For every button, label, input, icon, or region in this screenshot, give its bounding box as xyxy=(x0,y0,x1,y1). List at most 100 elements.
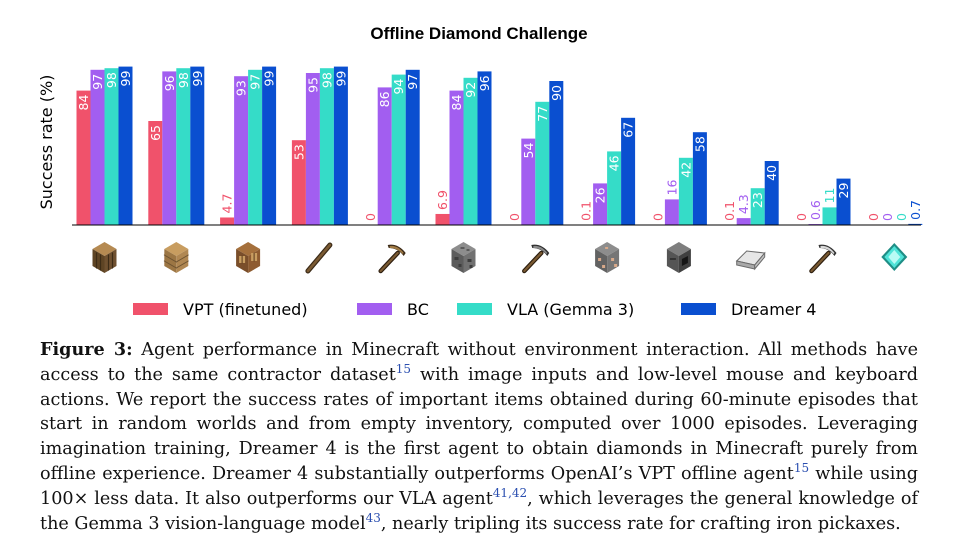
stick-icon xyxy=(305,242,333,274)
value-label-vpt-finetuned-stick: 53 xyxy=(291,144,306,160)
bar-dreamer-4-stone-pickaxe xyxy=(549,81,564,225)
bar-bc-cobblestone xyxy=(449,90,464,225)
bar-dreamer-4-crafting-table xyxy=(262,66,277,225)
figure-caption: Figure 3: Agent performance in Minecraft… xyxy=(40,338,918,536)
value-label-vpt-finetuned-cobblestone: 6.9 xyxy=(435,190,450,210)
bar-dreamer-4-iron-ore xyxy=(621,117,636,225)
bar-vla-gemma-3-furnace xyxy=(678,157,693,225)
value-label-vpt-finetuned-stone-pickaxe: 0 xyxy=(507,213,522,221)
bar-bc-wooden-pickaxe xyxy=(377,87,392,226)
legend: VPT (finetuned) BC VLA (Gemma 3) Dreamer 4 xyxy=(133,300,816,319)
legend-swatch-dreamer-4 xyxy=(681,303,716,315)
value-label-bc-wooden-pickaxe: 86 xyxy=(377,91,392,107)
bar-vla-gemma-3-stone-pickaxe xyxy=(535,101,550,225)
value-label-bc-iron-ingot: 4.3 xyxy=(736,194,751,214)
planks-icon xyxy=(163,242,189,273)
value-label-vpt-finetuned-iron-ingot: 0.1 xyxy=(722,201,737,221)
value-label-bc-crafting-table: 93 xyxy=(234,80,249,96)
bar-vla-gemma-3-crafting-table xyxy=(248,69,263,225)
legend-label-vla-gemma-3: VLA (Gemma 3) xyxy=(507,300,634,319)
log-icon xyxy=(92,242,117,273)
value-label-vla-gemma-3-iron-ingot: 23 xyxy=(750,192,765,208)
value-label-bc-stick: 95 xyxy=(305,77,320,93)
legend-label-vpt-finetuned: VPT (finetuned) xyxy=(183,300,308,319)
value-label-vla-gemma-3-log: 98 xyxy=(104,72,119,88)
furnace-icon xyxy=(666,242,691,273)
bar-dreamer-4-diamond xyxy=(908,223,923,225)
bar-dreamer-4-cobblestone xyxy=(477,71,492,226)
value-label-vpt-finetuned-iron-pickaxe: 0 xyxy=(794,213,809,221)
value-label-bc-planks: 96 xyxy=(162,75,177,91)
value-label-vla-gemma-3-cobblestone: 92 xyxy=(463,82,478,98)
bar-vpt-finetuned-crafting-table xyxy=(220,217,235,225)
caption-text-5: , nearly tripling its success rate for c… xyxy=(380,513,901,534)
value-label-vpt-finetuned-planks: 65 xyxy=(148,125,163,141)
bar-bc-furnace xyxy=(664,199,679,225)
stone-pickaxe-icon xyxy=(522,244,550,274)
bar-dreamer-4-log xyxy=(118,66,133,225)
category-icons xyxy=(92,242,908,274)
caption-ref-3[interactable]: 41,42 xyxy=(492,485,528,500)
legend-swatch-bc xyxy=(357,303,392,315)
caption-text-2: with image inputs and low-level mouse an… xyxy=(40,364,918,484)
value-label-vla-gemma-3-stick: 98 xyxy=(319,72,334,88)
value-label-vla-gemma-3-crafting-table: 97 xyxy=(248,74,263,90)
bar-vla-gemma-3-wooden-pickaxe xyxy=(391,74,406,225)
bar-vla-gemma-3-iron-ingot xyxy=(750,188,765,225)
value-label-vpt-finetuned-diamond: 0 xyxy=(866,213,881,221)
legend-label-dreamer-4: Dreamer 4 xyxy=(731,300,816,319)
caption-ref-2[interactable]: 15 xyxy=(793,461,810,476)
value-label-bc-furnace: 16 xyxy=(664,179,679,195)
value-label-vpt-finetuned-log: 84 xyxy=(76,95,91,111)
value-label-vpt-finetuned-wooden-pickaxe: 0 xyxy=(363,213,378,221)
bar-vpt-finetuned-stick xyxy=(291,140,306,225)
value-label-dreamer-4-furnace: 58 xyxy=(692,136,707,152)
value-label-bc-stone-pickaxe: 54 xyxy=(521,143,536,159)
value-label-dreamer-4-iron-ingot: 40 xyxy=(764,165,779,181)
bar-bc-crafting-table xyxy=(234,76,249,225)
diamond-icon xyxy=(881,243,908,271)
caption-ref-1[interactable]: 15 xyxy=(395,361,412,376)
caption-text-3: while using 100× less data. It also outp… xyxy=(40,463,918,509)
bar-vla-gemma-3-iron-ore xyxy=(607,151,622,225)
bar-vpt-finetuned-planks xyxy=(148,121,163,225)
value-label-vpt-finetuned-iron-ore: 0.1 xyxy=(579,201,594,221)
bar-dreamer-4-furnace xyxy=(692,132,707,225)
value-label-vla-gemma-3-stone-pickaxe: 77 xyxy=(535,106,550,122)
value-label-vla-gemma-3-iron-pickaxe: 11 xyxy=(822,187,837,203)
bar-vla-gemma-3-log xyxy=(104,68,119,225)
value-label-dreamer-4-cobblestone: 96 xyxy=(477,75,492,91)
value-label-dreamer-4-diamond: 0.7 xyxy=(908,200,923,220)
bar-bc-iron-ore xyxy=(593,183,608,225)
value-label-vpt-finetuned-crafting-table: 4.7 xyxy=(220,194,235,214)
value-label-dreamer-4-iron-pickaxe: 29 xyxy=(836,183,851,199)
value-label-dreamer-4-planks: 99 xyxy=(190,71,205,87)
value-label-vla-gemma-3-diamond: 0 xyxy=(894,213,909,221)
bar-vla-gemma-3-iron-pickaxe xyxy=(822,207,837,225)
iron-ingot-icon xyxy=(735,250,766,271)
caption-label: Figure 3: xyxy=(40,339,133,360)
y-axis-label: Success rate (%) xyxy=(37,75,56,210)
bar-vla-gemma-3-stick xyxy=(319,68,334,225)
bar-dreamer-4-planks xyxy=(190,66,205,225)
value-label-bc-diamond: 0 xyxy=(880,213,895,221)
bar-vpt-finetuned-log xyxy=(76,90,91,225)
bar-dreamer-4-iron-ingot xyxy=(764,161,779,225)
legend-swatch-vpt-finetuned xyxy=(133,303,168,315)
bar-dreamer-4-wooden-pickaxe xyxy=(405,69,420,225)
crafting-table-icon xyxy=(236,242,261,273)
value-label-dreamer-4-stone-pickaxe: 90 xyxy=(549,85,564,101)
caption-ref-4[interactable]: 43 xyxy=(365,510,381,525)
value-label-vpt-finetuned-furnace: 0 xyxy=(650,213,665,221)
iron-pickaxe-icon xyxy=(809,244,837,274)
bar-bc-stick xyxy=(305,73,320,225)
value-label-vla-gemma-3-wooden-pickaxe: 94 xyxy=(391,79,406,95)
chart-title: Offline Diamond Challenge xyxy=(370,24,587,43)
value-label-vla-gemma-3-planks: 98 xyxy=(176,72,191,88)
cobblestone-icon xyxy=(451,242,476,273)
bar-bc-iron-ingot xyxy=(736,218,751,225)
value-label-bc-iron-pickaxe: 0.6 xyxy=(808,200,823,220)
bar-chart: Offline Diamond Challenge Success rate (… xyxy=(37,24,923,319)
legend-label-bc: BC xyxy=(407,300,429,319)
